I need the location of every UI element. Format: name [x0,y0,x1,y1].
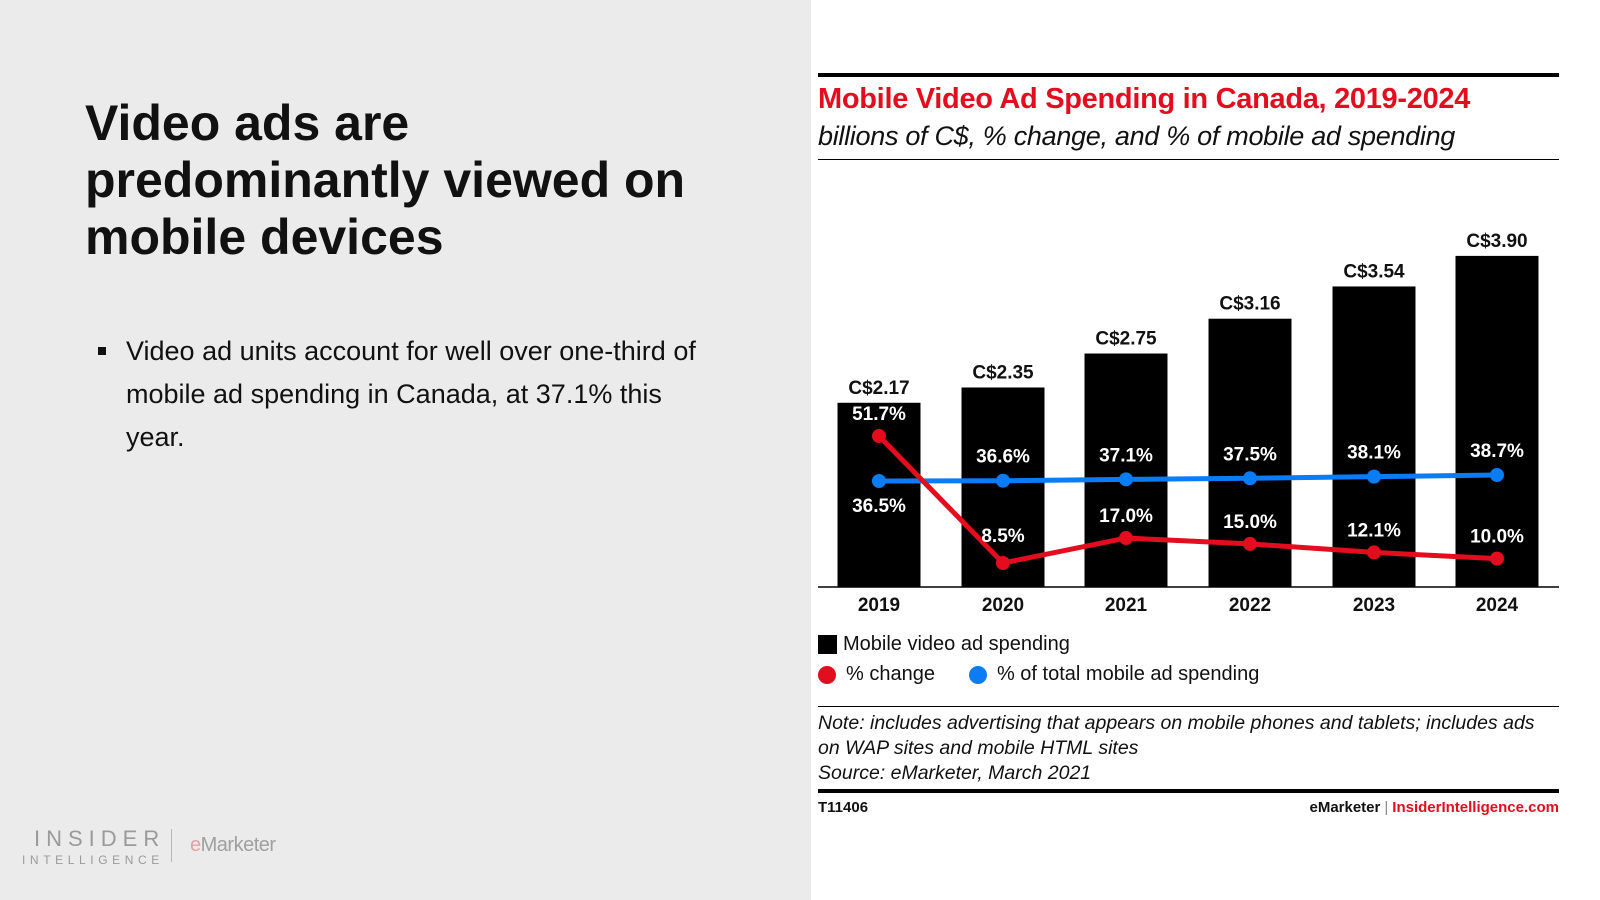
footer-insider-link[interactable]: InsiderIntelligence.com [1392,799,1559,816]
change-data-label: 51.7% [852,404,906,425]
bar-value-label: C$2.17 [848,378,909,399]
share-data-label: 37.1% [1099,445,1153,466]
change-point [1490,551,1504,566]
share-point [1243,471,1257,486]
footer-rule [818,789,1559,793]
share-data-label: 38.7% [1470,441,1524,462]
x-tick-label: 2022 [1229,595,1271,616]
share-point [1367,469,1381,484]
x-tick-label: 2021 [1105,595,1148,616]
chart-title: Mobile Video Ad Spending in Canada, 2019… [818,83,1471,115]
bullet-item: Video ad units account for well over one… [98,330,698,459]
change-data-label: 8.5% [981,526,1024,547]
legend-change-label: % change [846,663,935,685]
chart-plot-area: C$2.17 C$2.35 C$2.75 C$3.16 C$3.54 C$3.90 2019… [818,231,1559,616]
share-data-label: 37.5% [1223,444,1277,465]
footer-brand: eMarketer | InsiderIntelligence.com [1309,799,1559,816]
change-point [872,429,886,444]
x-tick-label: 2019 [858,595,900,616]
note-rule [818,706,1559,707]
bar-value-label: C$2.75 [1095,329,1157,350]
share-point [1119,472,1133,487]
logo-intelligence-text: INTELLIGENCE [22,853,164,867]
change-point [996,556,1010,571]
logo-emarketer-rest: Marketer [200,834,276,856]
legend-lines-row: % change % of total mobile ad spending [818,663,1259,686]
share-point [996,473,1010,488]
slide-title: Video ads are predominantly viewed on mo… [85,95,686,265]
x-tick-label: 2023 [1353,595,1395,616]
chart-id: T11406 [818,799,869,816]
chart-note: Note: includes advertising that appears … [818,712,1535,759]
legend-square-icon [818,635,837,654]
logo-emarketer: eMarketer [190,834,276,857]
change-data-label: 10.0% [1470,527,1524,548]
share-data-label: 36.5% [852,496,906,517]
bar-2023 [1332,286,1416,587]
bar-2021 [1084,353,1168,587]
bar-value-label: C$3.54 [1343,261,1405,282]
share-point [872,474,886,488]
chart-top-rule [818,73,1559,77]
share-data-label: 38.1% [1347,443,1401,464]
footer-separator: | [1384,799,1389,816]
share-data-label: 36.6% [976,447,1030,468]
bullet-text: Video ad units account for well over one… [126,336,696,452]
change-point [1243,536,1257,551]
square-bullet-icon [98,347,106,355]
change-point [1367,545,1381,560]
change-point [1119,531,1133,546]
change-data-label: 17.0% [1099,506,1153,527]
chart-note-block: Note: includes advertising that appears … [818,711,1559,786]
slide-left-panel: Video ads are predominantly viewed on mo… [0,0,811,900]
footer-emarketer: eMarketer [1309,799,1381,816]
legend-item-bar: Mobile video ad spending [818,633,1070,656]
chart-source: Source: eMarketer, March 2021 [818,762,1092,784]
bar-value-label: C$3.90 [1466,231,1527,252]
logo-divider [171,829,172,862]
chart-subtitle-rule [818,159,1559,160]
change-data-label: 15.0% [1223,512,1277,533]
bar-2024 [1455,255,1539,587]
x-tick-label: 2020 [982,595,1024,616]
share-line [878,472,1498,484]
legend-red-dot-icon [818,665,836,684]
legend-share-label: % of total mobile ad spending [996,663,1260,685]
logo-insider-text: INSIDER [34,826,166,851]
x-tick-label: 2024 [1476,595,1519,616]
change-line [877,434,1498,566]
share-point [1490,467,1504,482]
legend-blue-dot-icon [968,665,987,684]
chart-subtitle: billions of C$, % change, and % of mobil… [818,121,1456,151]
bar-value-label: C$2.35 [972,362,1034,383]
bar-value-label: C$3.16 [1219,294,1280,315]
change-data-label: 12.1% [1347,520,1401,541]
bullet-list: Video ad units account for well over one… [98,330,698,459]
legend-bar-label: Mobile video ad spending [843,633,1070,655]
logo-emarketer-e: e [190,834,201,856]
